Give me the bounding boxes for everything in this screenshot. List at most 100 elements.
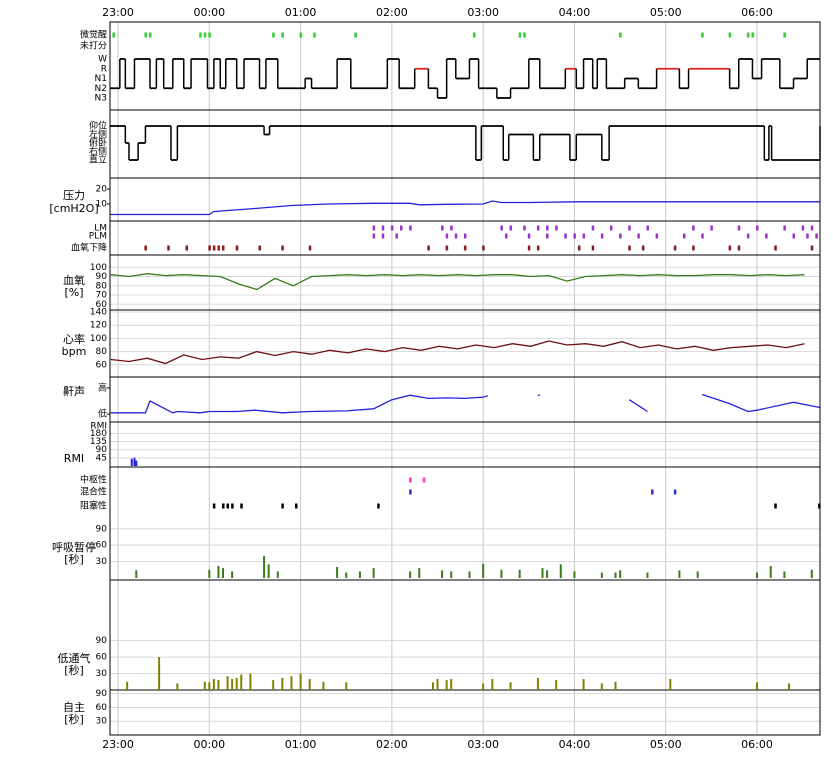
bar — [769, 565, 772, 578]
bar — [231, 571, 234, 578]
event-mark — [701, 32, 704, 38]
panel-label: [cmH2O] — [49, 202, 98, 215]
event-mark — [144, 32, 147, 38]
bar — [491, 679, 494, 690]
bar — [135, 460, 138, 466]
panel-label: [秒] — [64, 552, 84, 566]
event-mark — [673, 489, 677, 495]
event-mark — [212, 503, 216, 509]
event-mark — [692, 245, 695, 251]
bar — [222, 568, 225, 578]
bar — [135, 570, 138, 578]
event-mark — [555, 225, 558, 231]
event-mark — [208, 245, 211, 251]
event-mark — [377, 503, 380, 509]
bar — [559, 564, 562, 578]
event-mark — [673, 245, 677, 251]
event-mark — [578, 245, 581, 251]
event-mark — [641, 245, 645, 251]
x-tick-label-bottom: 06:00 — [741, 738, 773, 751]
level-label: 俯卧 — [89, 137, 107, 149]
bar — [276, 571, 279, 578]
y-tick-label: 80 — [96, 347, 108, 357]
bar — [372, 568, 375, 578]
event-mark — [112, 32, 115, 38]
event-mark — [226, 503, 230, 509]
scale-label: RMI — [90, 422, 107, 432]
bar — [450, 679, 453, 690]
bar — [756, 572, 759, 578]
bar — [445, 680, 448, 690]
bar — [336, 567, 339, 578]
bar — [322, 681, 325, 690]
bar — [217, 680, 220, 690]
event-mark — [231, 503, 234, 509]
bar — [509, 682, 512, 690]
y-tick-label: 30 — [96, 557, 108, 567]
event-mark — [281, 245, 284, 251]
event-mark — [518, 32, 522, 38]
bar — [787, 683, 790, 690]
y-tick-label: 90 — [96, 689, 108, 699]
bar — [619, 570, 622, 578]
series-line — [701, 393, 821, 413]
row-label: 中枢性 — [80, 474, 107, 486]
bar — [696, 571, 699, 578]
x-tick-label-top: 00:00 — [193, 6, 225, 19]
bar — [614, 572, 617, 578]
event-mark — [765, 233, 768, 239]
event-mark — [354, 32, 357, 38]
y-tick-label: 100 — [90, 334, 107, 344]
event-mark — [792, 233, 796, 239]
event-mark — [546, 225, 549, 231]
bar — [235, 677, 238, 690]
event-mark — [441, 225, 444, 231]
row-label: 阻塞性 — [80, 500, 107, 512]
x-tick-label-bottom: 01:00 — [285, 738, 317, 751]
y-tick-label: 90 — [96, 524, 108, 534]
bar — [263, 556, 266, 578]
panel-label: 自主 — [63, 701, 85, 714]
bar — [345, 572, 348, 578]
bar — [208, 569, 211, 578]
event-mark — [637, 233, 640, 239]
event-mark — [728, 245, 732, 251]
event-mark — [217, 245, 220, 251]
event-mark — [692, 225, 695, 231]
event-mark — [308, 245, 312, 251]
panel-label: 鼾声 — [63, 384, 85, 398]
event-mark — [509, 225, 513, 231]
y-tick-label: 60 — [96, 703, 108, 713]
level-label: R — [101, 64, 107, 74]
bar — [231, 679, 234, 690]
series-line — [110, 200, 820, 216]
row-label: 混合性 — [80, 486, 107, 498]
event-mark — [600, 233, 604, 239]
event-mark — [783, 225, 786, 231]
event-mark — [372, 233, 376, 239]
bar — [208, 682, 211, 690]
event-mark — [235, 245, 239, 251]
bar — [546, 570, 549, 578]
y-tick-label: 60 — [96, 360, 108, 370]
x-tick-label-bottom: 05:00 — [650, 738, 682, 751]
event-mark — [728, 32, 732, 38]
x-tick-label-bottom: 02:00 — [376, 738, 408, 751]
bar — [555, 680, 558, 690]
series-line — [110, 340, 805, 365]
event-mark — [427, 245, 430, 251]
bar — [600, 683, 603, 690]
bar — [240, 674, 243, 690]
event-mark — [774, 245, 777, 251]
event-mark — [258, 245, 262, 251]
x-tick-label-top: 04:00 — [559, 6, 591, 19]
y-tick-label: 120 — [90, 321, 107, 331]
bar — [158, 657, 161, 690]
event-mark — [199, 32, 202, 38]
bar — [614, 681, 617, 690]
event-mark — [564, 233, 567, 239]
event-mark — [203, 32, 207, 38]
event-mark — [818, 503, 821, 509]
event-mark — [746, 233, 750, 239]
